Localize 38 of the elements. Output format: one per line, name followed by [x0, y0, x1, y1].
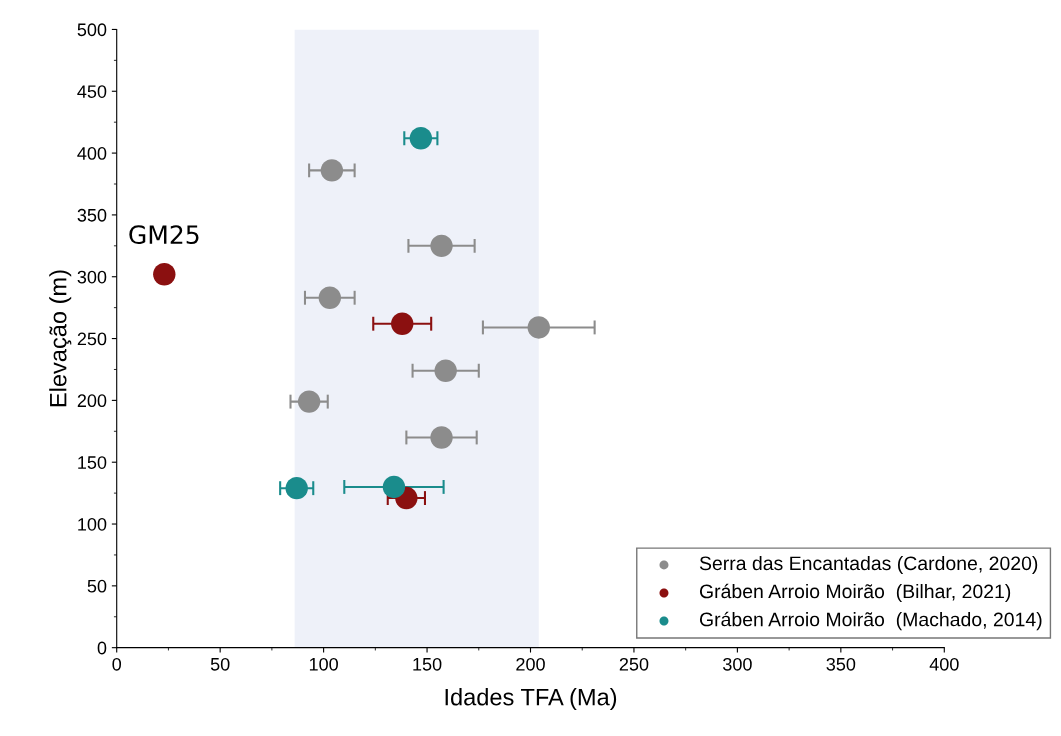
point: [153, 263, 176, 286]
y-tick-label: 350: [77, 208, 107, 222]
x-tick-label: 100: [309, 657, 338, 671]
y-tick-label: 300: [77, 270, 107, 284]
point: [285, 476, 308, 500]
point: [382, 475, 406, 499]
legend-label: Serra das Encantadas (Cardone, 2020): [699, 555, 1038, 575]
x-tick-label: 50: [210, 657, 230, 671]
x-tick-label: 400: [929, 657, 959, 671]
legend-label: Gráben Arroio Moirão (Machado, 2014): [699, 611, 1042, 631]
point: [430, 426, 453, 449]
point: [391, 312, 414, 335]
legend-label: Gráben Arroio Moirão (Bilhar, 2021): [699, 583, 1011, 603]
y-tick-label: 200: [77, 394, 107, 408]
y-tick-label: 150: [78, 456, 107, 469]
x-tick-label: 0: [112, 657, 122, 671]
point: [434, 359, 457, 382]
point: [318, 286, 342, 309]
y-tick-label: 250: [77, 332, 107, 346]
x-tick-label: 250: [619, 657, 649, 671]
point: [527, 316, 550, 339]
x-tick-label: 200: [516, 657, 545, 671]
y-tick-label: 0: [97, 641, 107, 655]
point: [409, 127, 433, 150]
x-axis-title: Idades TFA (Ma): [445, 688, 617, 711]
x-tick-label: 150: [413, 657, 442, 671]
x-tick-label: 350: [826, 657, 856, 671]
point: [297, 390, 321, 413]
y-tick-label: 400: [77, 147, 107, 160]
y-tick-label: 450: [77, 85, 107, 98]
annotation: GM25: [129, 225, 199, 245]
x-tick-label: 300: [723, 657, 752, 671]
point: [320, 159, 344, 182]
y-tick-label: 100: [78, 517, 107, 531]
y-tick-label: 500: [77, 23, 107, 37]
point: [430, 234, 453, 258]
y-tick-label: 50: [87, 579, 107, 593]
y-axis-title: Elevação (m): [49, 270, 72, 407]
